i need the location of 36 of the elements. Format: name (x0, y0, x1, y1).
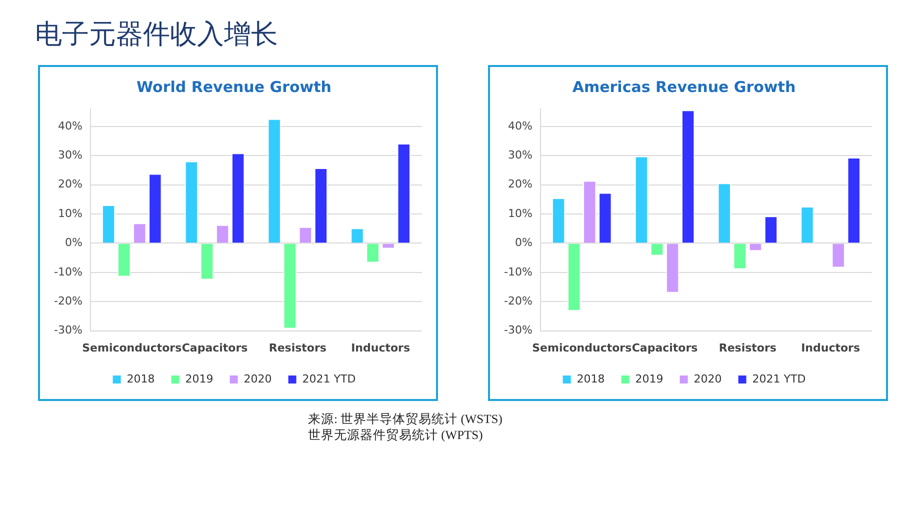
x-tick-label: Capacitors (182, 341, 248, 354)
x-tick-label: Resistors (268, 341, 327, 354)
x-tick-label: Inductors (351, 341, 410, 354)
y-tick-label: 40% (508, 119, 532, 132)
legend-label: 2018 (576, 372, 605, 386)
y-tick-label: 30% (58, 148, 82, 162)
legend-label: 2019 (635, 372, 664, 386)
y-tick-label: 10% (58, 206, 82, 220)
x-tick-label: Semiconductors (82, 341, 182, 354)
legend-label: 2020 (694, 372, 722, 386)
x-tick-label: Inductors (801, 341, 860, 354)
legend-label: 2021 YTD (752, 372, 806, 386)
legend-label: 2020 (244, 372, 272, 386)
y-tick-label: -10% (504, 265, 532, 278)
y-tick-label: 10% (508, 206, 532, 220)
y-tick-label: -30% (504, 324, 532, 337)
x-tick-label: Capacitors (632, 341, 698, 354)
source-note: 来源: 世界半导体贸易统计 (WSTS) 世界无源器件贸易统计 (WPTS) (308, 411, 502, 443)
legend-label: 2018 (126, 372, 155, 386)
text: 电子元器件收入增长 (35, 18, 278, 52)
y-tick-label: 20% (58, 178, 82, 191)
y-tick-label: 40% (58, 119, 82, 132)
y-tick-label: 20% (508, 178, 532, 191)
chart-title: World Revenue Growth (136, 78, 332, 96)
legend-label: 2019 (185, 372, 214, 386)
y-tick-label: -20% (504, 294, 532, 308)
y-tick-label: 30% (508, 148, 532, 162)
y-tick-label: -30% (54, 324, 82, 337)
y-tick-label: -10% (54, 265, 82, 278)
y-tick-label: -20% (54, 294, 82, 308)
y-tick-label: 0% (64, 236, 82, 250)
x-tick-label: Semiconductors (532, 341, 632, 354)
x-tick-label: Resistors (718, 341, 777, 354)
y-tick-label: 0% (514, 236, 532, 250)
chart-title: Americas Revenue Growth (572, 78, 796, 96)
legend-label: 2021 YTD (302, 372, 356, 386)
